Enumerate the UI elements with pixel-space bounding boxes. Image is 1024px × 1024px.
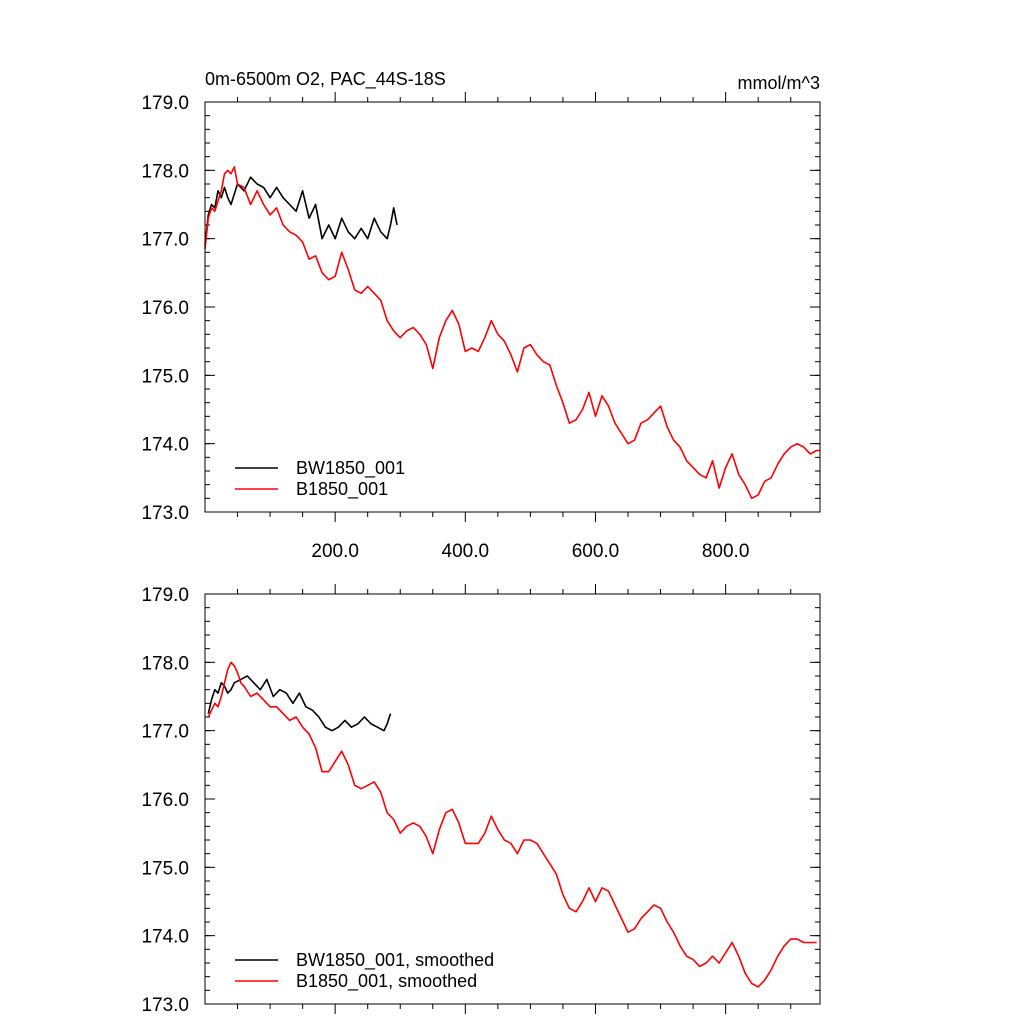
x-tick-label: 800.0	[702, 541, 750, 562]
chart-panel-top: 0m-6500m O2, PAC_44S-18S mmol/m^3 173.01…	[141, 69, 821, 562]
y-tick-label: 178.0	[141, 161, 189, 182]
y-tick-label: 179.0	[141, 93, 189, 114]
y-tick-label: 173.0	[141, 995, 189, 1016]
legend-label: B1850_001	[296, 479, 388, 500]
series-lines	[207, 661, 817, 988]
y-tick-label: 177.0	[141, 722, 189, 743]
x-tick-label: 600.0	[572, 541, 620, 562]
series-line-b1850	[204, 166, 820, 500]
y-tick-label: 177.0	[141, 230, 189, 251]
y-tick-label: 179.0	[141, 585, 189, 606]
legend-label: BW1850_001, smoothed	[296, 950, 494, 971]
y-tick-label: 174.0	[141, 927, 189, 948]
y-tick-label: 173.0	[141, 503, 189, 524]
plot-frame	[204, 101, 821, 513]
chart-units: mmol/m^3	[738, 73, 820, 93]
y-tick-label: 174.0	[141, 435, 189, 456]
legend-label: B1850_001, smoothed	[296, 971, 477, 992]
y-tick-label: 178.0	[141, 653, 189, 674]
axis-tick-labels: 173.0 174.0 175.0 176.0 177.0 178.0 179.0	[141, 585, 189, 1016]
chart-title: 0m-6500m O2, PAC_44S-18S	[205, 69, 446, 90]
plot-frame	[204, 593, 821, 1005]
y-tick-label: 176.0	[141, 298, 189, 319]
y-tick-label: 175.0	[141, 366, 189, 387]
axis-ticks	[205, 584, 820, 1014]
y-tick-label: 176.0	[141, 790, 189, 811]
axis-tick-labels: 173.0 174.0 175.0 176.0 177.0 178.0 179.0 200.0…	[141, 93, 749, 562]
series-line-b1850	[207, 661, 817, 988]
series-line-bw1850	[204, 176, 398, 246]
chart-panel-bottom: 173.0 174.0 175.0 176.0 177.0 178.0 179.0 BW18…	[141, 584, 821, 1016]
series-lines	[204, 166, 820, 500]
x-tick-label: 400.0	[442, 541, 490, 562]
x-tick-label: 200.0	[311, 541, 359, 562]
series-line-bw1850	[207, 675, 392, 732]
legend-label: BW1850_001	[296, 458, 405, 479]
y-tick-label: 175.0	[141, 858, 189, 879]
